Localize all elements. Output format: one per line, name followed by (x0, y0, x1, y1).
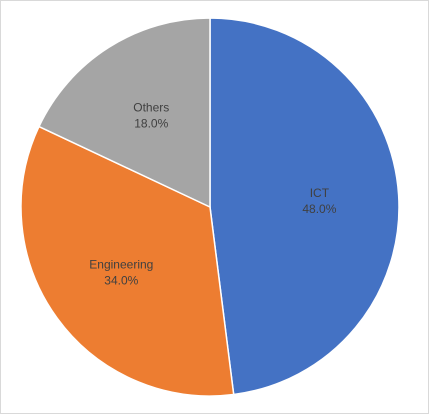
slice-value-others: 18.0% (134, 116, 168, 130)
slice-value-engineering: 34.0% (104, 273, 138, 287)
slice-label-engineering: Engineering (89, 257, 153, 271)
pie-slice-ict (209, 17, 400, 396)
slice-value-ict: 48.0% (302, 202, 336, 216)
labels-layer: ICT 48.0% Engineering 34.0% Others 18.0% (89, 100, 336, 287)
slice-label-others: Others (133, 100, 169, 114)
pie-slice-others (37, 17, 211, 209)
slices-layer (20, 17, 400, 397)
slice-label-ict: ICT (310, 186, 330, 200)
